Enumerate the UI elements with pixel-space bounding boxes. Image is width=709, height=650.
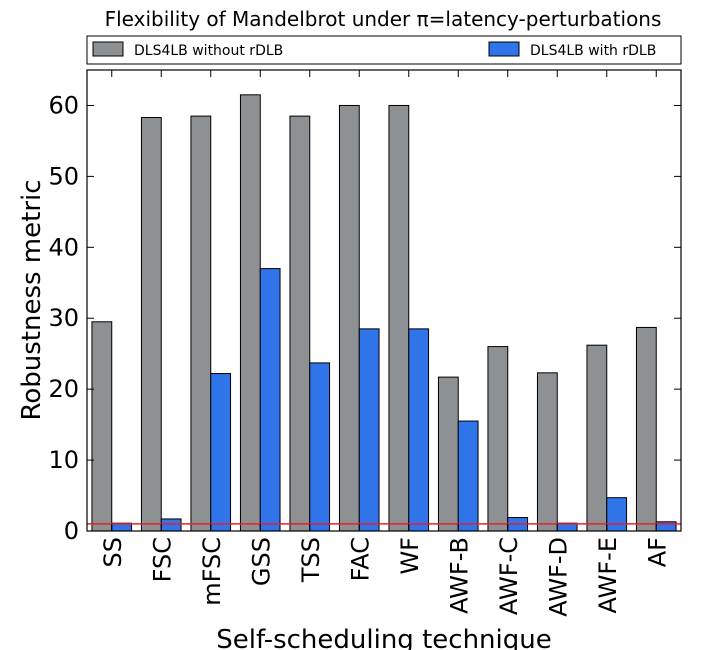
- bar-wf-with-rdlb: [408, 328, 430, 532]
- bar-awf-e-without-rdlb: [586, 344, 608, 532]
- x-tick-label: FSC: [148, 537, 176, 582]
- x-tick-label: mFSC: [198, 537, 226, 606]
- x-tick-label: AWF-B: [445, 537, 473, 614]
- bar-mfsc-with-rdlb: [210, 373, 232, 532]
- bar-ss-without-rdlb: [91, 321, 113, 532]
- y-tick-label: 0: [64, 517, 79, 545]
- x-tick-label: TSS: [297, 537, 325, 583]
- x-tick-label: AWF-D: [544, 537, 572, 617]
- bar-fsc-without-rdlb: [140, 117, 162, 532]
- bar-awf-c-without-rdlb: [487, 346, 509, 532]
- x-tick-label: GSS: [247, 537, 275, 586]
- legend-swatch-without-rdlb: [92, 41, 124, 57]
- bar-af-without-rdlb: [635, 326, 657, 532]
- bar-awf-b-with-rdlb: [457, 420, 479, 532]
- y-tick-label: 20: [48, 375, 79, 403]
- legend-label-without-rdlb: DLS4LB without rDLB: [134, 43, 283, 59]
- legend: DLS4LB without rDLB DLS4LB with rDLB: [86, 35, 682, 65]
- bar-awf-d-without-rdlb: [536, 372, 558, 532]
- y-tick-label: 40: [48, 233, 79, 261]
- bar-mfsc-without-rdlb: [190, 115, 212, 532]
- x-ticks: SS FSC mFSC GSS TSS FAC WF AWF-B AWF-C AWF-D AWF-E…: [99, 70, 671, 617]
- y-tick-label: 10: [48, 446, 79, 474]
- plot-area-frame: [86, 69, 682, 532]
- bars-layer: [91, 94, 677, 532]
- bar-gss-without-rdlb: [239, 94, 261, 532]
- x-tick-label: FAC: [346, 537, 374, 581]
- x-axis-label: Self-scheduling technique: [216, 625, 551, 650]
- bar-tss-without-rdlb: [289, 115, 311, 532]
- bar-fac-with-rdlb: [358, 328, 380, 532]
- x-tick-label: AWF-E: [594, 537, 622, 613]
- x-tick-label: SS: [99, 537, 127, 567]
- y-tick-label: 60: [48, 91, 79, 119]
- x-tick-label: AF: [643, 537, 671, 567]
- bar-fac-without-rdlb: [338, 104, 360, 532]
- bar-tss-with-rdlb: [309, 362, 331, 532]
- legend-swatch-with-rdlb: [488, 41, 520, 57]
- bar-awf-b-without-rdlb: [437, 376, 459, 532]
- x-tick-label: WF: [396, 537, 424, 575]
- bar-fsc-with-rdlb: [160, 518, 182, 532]
- y-ticks: 0 10 20 30 40 50 60: [48, 91, 681, 545]
- chart-title: Flexibility of Mandelbrot under π=latenc…: [105, 7, 662, 31]
- y-tick-label: 30: [48, 304, 79, 332]
- bar-wf-without-rdlb: [388, 104, 410, 532]
- bar-awf-e-with-rdlb: [606, 497, 628, 532]
- y-tick-label: 50: [48, 162, 79, 190]
- bar-gss-with-rdlb: [259, 268, 281, 532]
- legend-box: [86, 35, 682, 65]
- legend-label-with-rdlb: DLS4LB with rDLB: [530, 43, 656, 59]
- x-tick-label: AWF-C: [495, 537, 523, 615]
- y-axis-label: Robustness metric: [17, 179, 47, 420]
